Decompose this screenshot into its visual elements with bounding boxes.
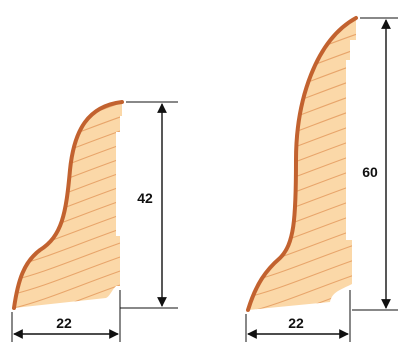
profile-small-height-label: 42 xyxy=(137,190,153,206)
profile-small: 42 22 xyxy=(11,100,178,342)
profile-small-grain-line xyxy=(14,254,122,296)
profile-large-front-edge xyxy=(246,16,358,312)
profile-large-body xyxy=(248,18,356,310)
profile-large-grain-line xyxy=(248,18,356,29)
profile-small-width-label: 22 xyxy=(56,315,72,331)
profile-large: 60 22 xyxy=(245,16,398,342)
profile-small-grain-line xyxy=(14,268,122,308)
profile-small-body xyxy=(14,102,122,308)
profile-large-grain-line xyxy=(248,272,356,310)
profile-large-width-label: 22 xyxy=(288,315,304,331)
profile-large-height-label: 60 xyxy=(362,164,378,180)
profile-small-height-label-bg xyxy=(132,186,158,208)
profile-large-grain-line xyxy=(248,257,356,299)
profile-large-height-label-bg xyxy=(358,160,384,182)
profile-small-front-edge xyxy=(12,100,124,310)
